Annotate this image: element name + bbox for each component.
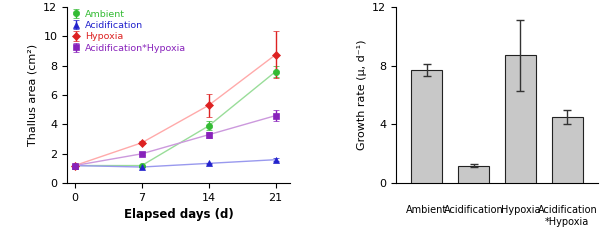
Text: Acidification: Acidification — [443, 205, 503, 215]
Bar — [458, 166, 489, 183]
Bar — [411, 70, 442, 183]
Y-axis label: Growth rate (μ, d⁻¹): Growth rate (μ, d⁻¹) — [357, 40, 367, 150]
Text: Acidification
*Hypoxia: Acidification *Hypoxia — [537, 205, 597, 227]
Y-axis label: Thallus area (cm²): Thallus area (cm²) — [27, 44, 38, 146]
Bar — [505, 55, 536, 183]
Bar — [552, 117, 583, 183]
Text: Ambient: Ambient — [406, 205, 447, 215]
Legend: Ambient, Acidification, Hypoxia, Acidification*Hypoxia: Ambient, Acidification, Hypoxia, Acidifi… — [70, 10, 186, 53]
Text: Hypoxia: Hypoxia — [501, 205, 540, 215]
X-axis label: Elapsed days (d): Elapsed days (d) — [124, 208, 234, 221]
